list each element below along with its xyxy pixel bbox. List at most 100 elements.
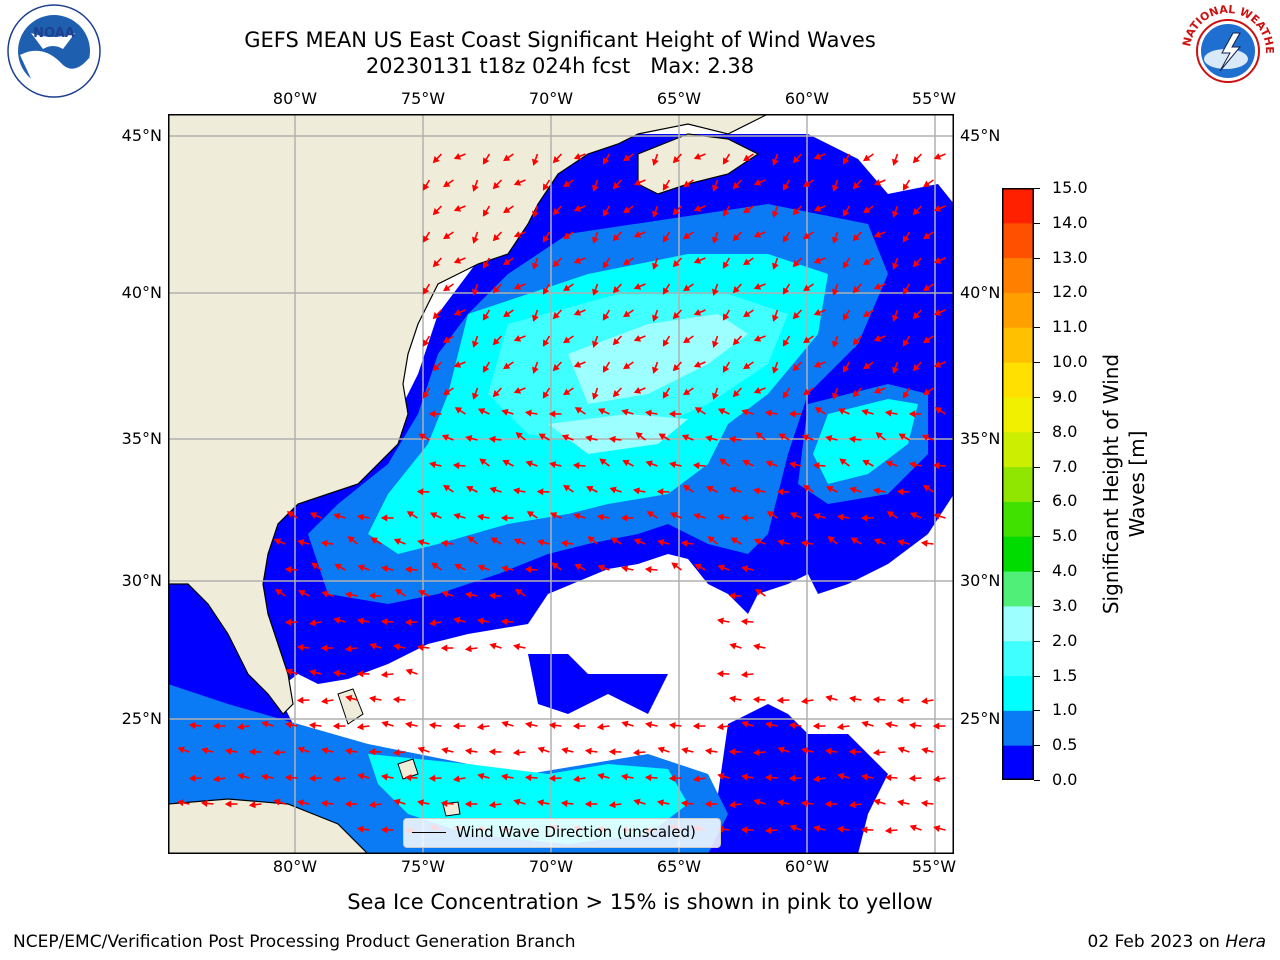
wave-direction-arrowhead [574, 563, 582, 571]
colorbar-tick-label: 2.0 [1052, 630, 1078, 650]
wave-direction-arrowhead [683, 484, 691, 492]
wave-direction-arrowhead [933, 153, 942, 160]
wave-direction-arrowhead [716, 513, 724, 521]
wave-direction-arrowhead [633, 231, 642, 238]
wave-direction-arrowhead [212, 722, 220, 730]
colorbar-tick-label: 12.0 [1052, 282, 1088, 302]
wave-direction-arrowhead [633, 283, 642, 290]
wave-direction-arrowhead [368, 801, 376, 809]
wave-direction-arrowhead [602, 261, 610, 269]
wave-direction-arrowhead [669, 512, 678, 519]
wave-direction-arrowhead [873, 231, 882, 238]
wave-direction-arrowhead [572, 775, 580, 783]
wave-direction-arrowhead [782, 339, 790, 347]
wave-direction-arrowhead [482, 365, 490, 373]
wave-direction-arrowhead [635, 432, 643, 439]
wave-direction-arrowhead [912, 156, 920, 164]
wave-direction-arrowhead [431, 562, 439, 570]
wave-zone-low [528, 654, 668, 714]
wave-direction-arrowhead [344, 800, 352, 808]
lon-label-bottom: 55°W [911, 857, 957, 876]
wave-direction-arrowhead [873, 335, 882, 342]
wave-direction-arrowhead [740, 670, 748, 679]
wave-direction-arrowhead [404, 774, 412, 782]
wave-direction-arrowhead [912, 312, 920, 320]
wave-direction-arrowhead [728, 695, 736, 703]
wave-direction-arrowhead [896, 696, 904, 704]
colorbar-tick-mark [1034, 257, 1040, 259]
wave-direction-arrowhead [777, 799, 785, 807]
wave-direction-arrowhead [612, 338, 620, 346]
wave-direction-arrowhead [753, 283, 762, 290]
wave-direction-arrowhead [777, 746, 785, 754]
wave-direction-arrowhead [454, 407, 463, 414]
wave-direction-arrowhead [392, 748, 400, 757]
wave-direction-arrowhead [602, 209, 610, 217]
wave-direction-arrowhead [741, 565, 749, 573]
wave-direction-arrowhead [898, 433, 906, 440]
wave-direction-arrowhead [782, 235, 790, 243]
wave-direction-arrowhead [824, 747, 832, 755]
colorbar-tick-label: 9.0 [1052, 386, 1078, 406]
wave-direction-arrowhead [432, 260, 440, 268]
wave-direction-arrowhead [332, 669, 340, 677]
wave-direction-arrowhead [500, 773, 508, 781]
wave-direction-arrowhead [837, 408, 846, 415]
wave-direction-arrowhead [885, 460, 893, 468]
wave-direction-arrowhead [813, 309, 822, 316]
wave-direction-arrowhead [333, 512, 341, 520]
wave-direction-arrowhead [672, 208, 680, 216]
wave-direction-arrowhead [875, 432, 883, 439]
wave-direction-arrowhead [672, 260, 680, 268]
wave-direction-arrowhead [440, 799, 448, 807]
wave-direction-arrowhead [908, 774, 916, 782]
wave-direction-arrowhead [422, 287, 430, 295]
wave-direction-arrowhead [503, 362, 511, 370]
wave-direction-arrowhead [464, 747, 472, 755]
wave-direction-arrowhead [827, 536, 835, 543]
wave-direction-arrowhead [284, 618, 292, 626]
wave-direction-arrowhead [428, 410, 436, 418]
wave-direction-arrowhead [524, 409, 532, 417]
wave-direction-arrowhead [848, 801, 856, 809]
wave-direction-arrowhead [573, 512, 581, 520]
wave-direction-arrowhead [633, 487, 641, 495]
wave-direction-arrowhead [602, 157, 610, 165]
wave-direction-arrowhead [212, 775, 220, 783]
wave-direction-arrowhead [536, 488, 544, 496]
wave-direction-arrowhead [933, 361, 942, 368]
wave-direction-arrowhead [380, 773, 388, 781]
wave-direction-arrowhead [453, 153, 462, 160]
wave-direction-arrowhead [772, 262, 779, 270]
wave-direction-arrowhead [848, 748, 856, 756]
colorbar-swatch [1002, 222, 1034, 259]
wave-direction-arrowhead [610, 537, 618, 544]
colorbar-swatch [1002, 501, 1034, 537]
wave-direction-arrowhead [441, 434, 450, 441]
wave-direction-arrowhead [842, 365, 850, 373]
wave-direction-arrowhead [472, 288, 479, 296]
wave-direction-arrowhead [542, 339, 550, 347]
wave-direction-arrowhead [842, 261, 850, 269]
wave-direction-arrowhead [842, 157, 850, 165]
wave-direction-arrowhead [492, 182, 500, 190]
wave-direction-arrowhead [860, 514, 868, 522]
wave-direction-arrowhead [656, 488, 664, 496]
wave-direction-arrowhead [832, 184, 839, 192]
wave-direction-arrowhead [912, 260, 920, 268]
wave-direction-arrowhead [443, 232, 451, 240]
wave-direction-arrowhead [693, 257, 702, 264]
wave-direction-arrowhead [813, 257, 822, 264]
colorbar-tick-mark [1034, 675, 1040, 677]
wave-direction-arrowhead [573, 257, 582, 264]
wave-direction-arrowhead [873, 798, 881, 806]
colorbar-swatch [1002, 327, 1034, 363]
colorbar-tick-label: 5.0 [1052, 526, 1078, 546]
wave-direction-arrowhead [393, 538, 402, 545]
wave-direction-arrowhead [932, 775, 940, 783]
wave-direction-arrowhead [753, 387, 762, 394]
wave-direction-arrowhead [772, 210, 779, 218]
wave-direction-arrowhead [902, 287, 910, 295]
wave-direction-arrowhead [467, 536, 475, 543]
lon-label-bottom: 70°W [528, 857, 574, 876]
